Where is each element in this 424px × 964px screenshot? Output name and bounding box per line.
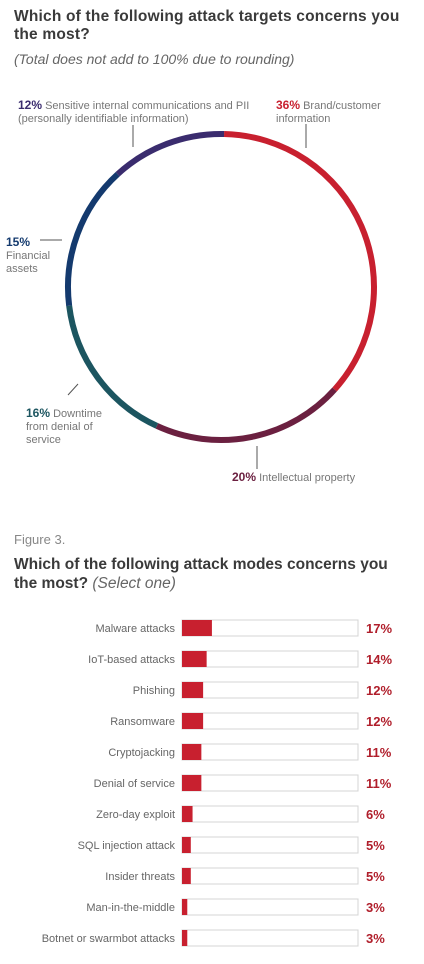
bar-track-8 bbox=[181, 867, 359, 885]
bar-category-label-3: Ransomware bbox=[110, 716, 175, 728]
slice-pct-4: 12% bbox=[18, 98, 43, 112]
bar-track-3 bbox=[181, 712, 359, 730]
bar-category-label-6: Zero-day exploit bbox=[96, 809, 175, 821]
bar-0 bbox=[182, 620, 212, 636]
slice-text-0: Brand/customer information bbox=[276, 100, 381, 125]
bar-value-label-6: 6% bbox=[366, 807, 385, 822]
chart2-title-text: Which of the following attack modes conc… bbox=[14, 556, 388, 592]
bar-category-label-9: Man-in-the-middle bbox=[86, 902, 175, 914]
donut-slice-3 bbox=[65, 171, 120, 307]
bar-category-label-0: Malware attacks bbox=[96, 623, 176, 635]
bar-track-9 bbox=[181, 898, 359, 916]
slice-label-4: 12% Sensitive internal communications an… bbox=[18, 99, 258, 126]
bar-5 bbox=[182, 775, 202, 791]
slice-pct-2: 16% bbox=[26, 406, 51, 420]
bar-category-label-8: Insider threats bbox=[105, 871, 175, 883]
bar-value-label-10: 3% bbox=[366, 931, 385, 946]
donut-chart bbox=[40, 124, 377, 469]
slice-pct-3: 15% bbox=[6, 235, 31, 249]
slice-label-3: 15% Financial assets bbox=[6, 236, 70, 276]
slice-text-4: Sensitive internal communications and PI… bbox=[18, 100, 250, 125]
bar-3 bbox=[182, 713, 204, 729]
donut-slice-4 bbox=[115, 131, 225, 177]
bar-value-label-1: 14% bbox=[366, 652, 392, 667]
slice-pct-1: 20% bbox=[232, 470, 257, 484]
bar-track-7 bbox=[181, 836, 359, 854]
bar-track-4 bbox=[181, 743, 359, 761]
donut-slice-2 bbox=[66, 305, 159, 429]
bar-7 bbox=[182, 837, 191, 853]
bar-category-label-7: SQL injection attack bbox=[78, 840, 176, 852]
chart2-title: Which of the following attack modes conc… bbox=[14, 555, 414, 593]
bar-track-6 bbox=[181, 805, 359, 823]
slice-text-2: Downtime from denial of service bbox=[26, 408, 102, 446]
bar-track-2 bbox=[181, 681, 359, 699]
chart1-subtitle: (Total does not add to 100% due to round… bbox=[14, 51, 295, 67]
bar-value-label-7: 5% bbox=[366, 838, 385, 853]
bar-value-label-3: 12% bbox=[366, 714, 392, 729]
bar-value-label-2: 12% bbox=[366, 683, 392, 698]
bar-1 bbox=[182, 651, 207, 667]
leader-line-3 bbox=[67, 383, 79, 396]
bar-category-label-5: Denial of service bbox=[94, 778, 175, 790]
bar-chart: Malware attacks 17% IoT-based attacks 14% Ph… bbox=[42, 619, 392, 947]
bar-track-5 bbox=[181, 774, 359, 792]
slice-text-3: Financial assets bbox=[6, 250, 51, 275]
bar-8 bbox=[182, 868, 191, 884]
chart2-subtitle: (Select one) bbox=[92, 575, 176, 592]
slice-label-2: 16% Downtime from denial of service bbox=[26, 407, 126, 447]
donut-slice-1 bbox=[155, 387, 337, 443]
bar-value-label-9: 3% bbox=[366, 900, 385, 915]
bar-6 bbox=[182, 806, 193, 822]
slice-pct-0: 36% bbox=[276, 98, 301, 112]
bar-category-label-1: IoT-based attacks bbox=[88, 654, 175, 666]
bar-track-1 bbox=[181, 650, 359, 668]
bar-2 bbox=[182, 682, 204, 698]
slice-label-0: 36% Brand/customer information bbox=[276, 99, 416, 126]
bar-track-10 bbox=[181, 929, 359, 947]
bar-category-label-10: Botnet or swarmbot attacks bbox=[42, 933, 176, 945]
bar-category-label-2: Phishing bbox=[133, 685, 175, 697]
bar-value-label-5: 11% bbox=[366, 776, 392, 791]
bar-4 bbox=[182, 744, 202, 760]
donut-slice-0 bbox=[223, 131, 377, 392]
bar-9 bbox=[182, 899, 188, 915]
bar-category-label-4: Cryptojacking bbox=[108, 747, 175, 759]
bar-value-label-4: 11% bbox=[366, 745, 392, 760]
bar-value-label-0: 17% bbox=[366, 621, 392, 636]
chart1-title: Which of the following attack targets co… bbox=[14, 8, 400, 43]
bar-value-label-8: 5% bbox=[366, 869, 385, 884]
bar-10 bbox=[182, 930, 188, 946]
slice-label-1: 20% Intellectual property bbox=[232, 471, 422, 485]
figure-label: Figure 3. bbox=[14, 532, 66, 547]
slice-text-1: Intellectual property bbox=[259, 472, 356, 484]
